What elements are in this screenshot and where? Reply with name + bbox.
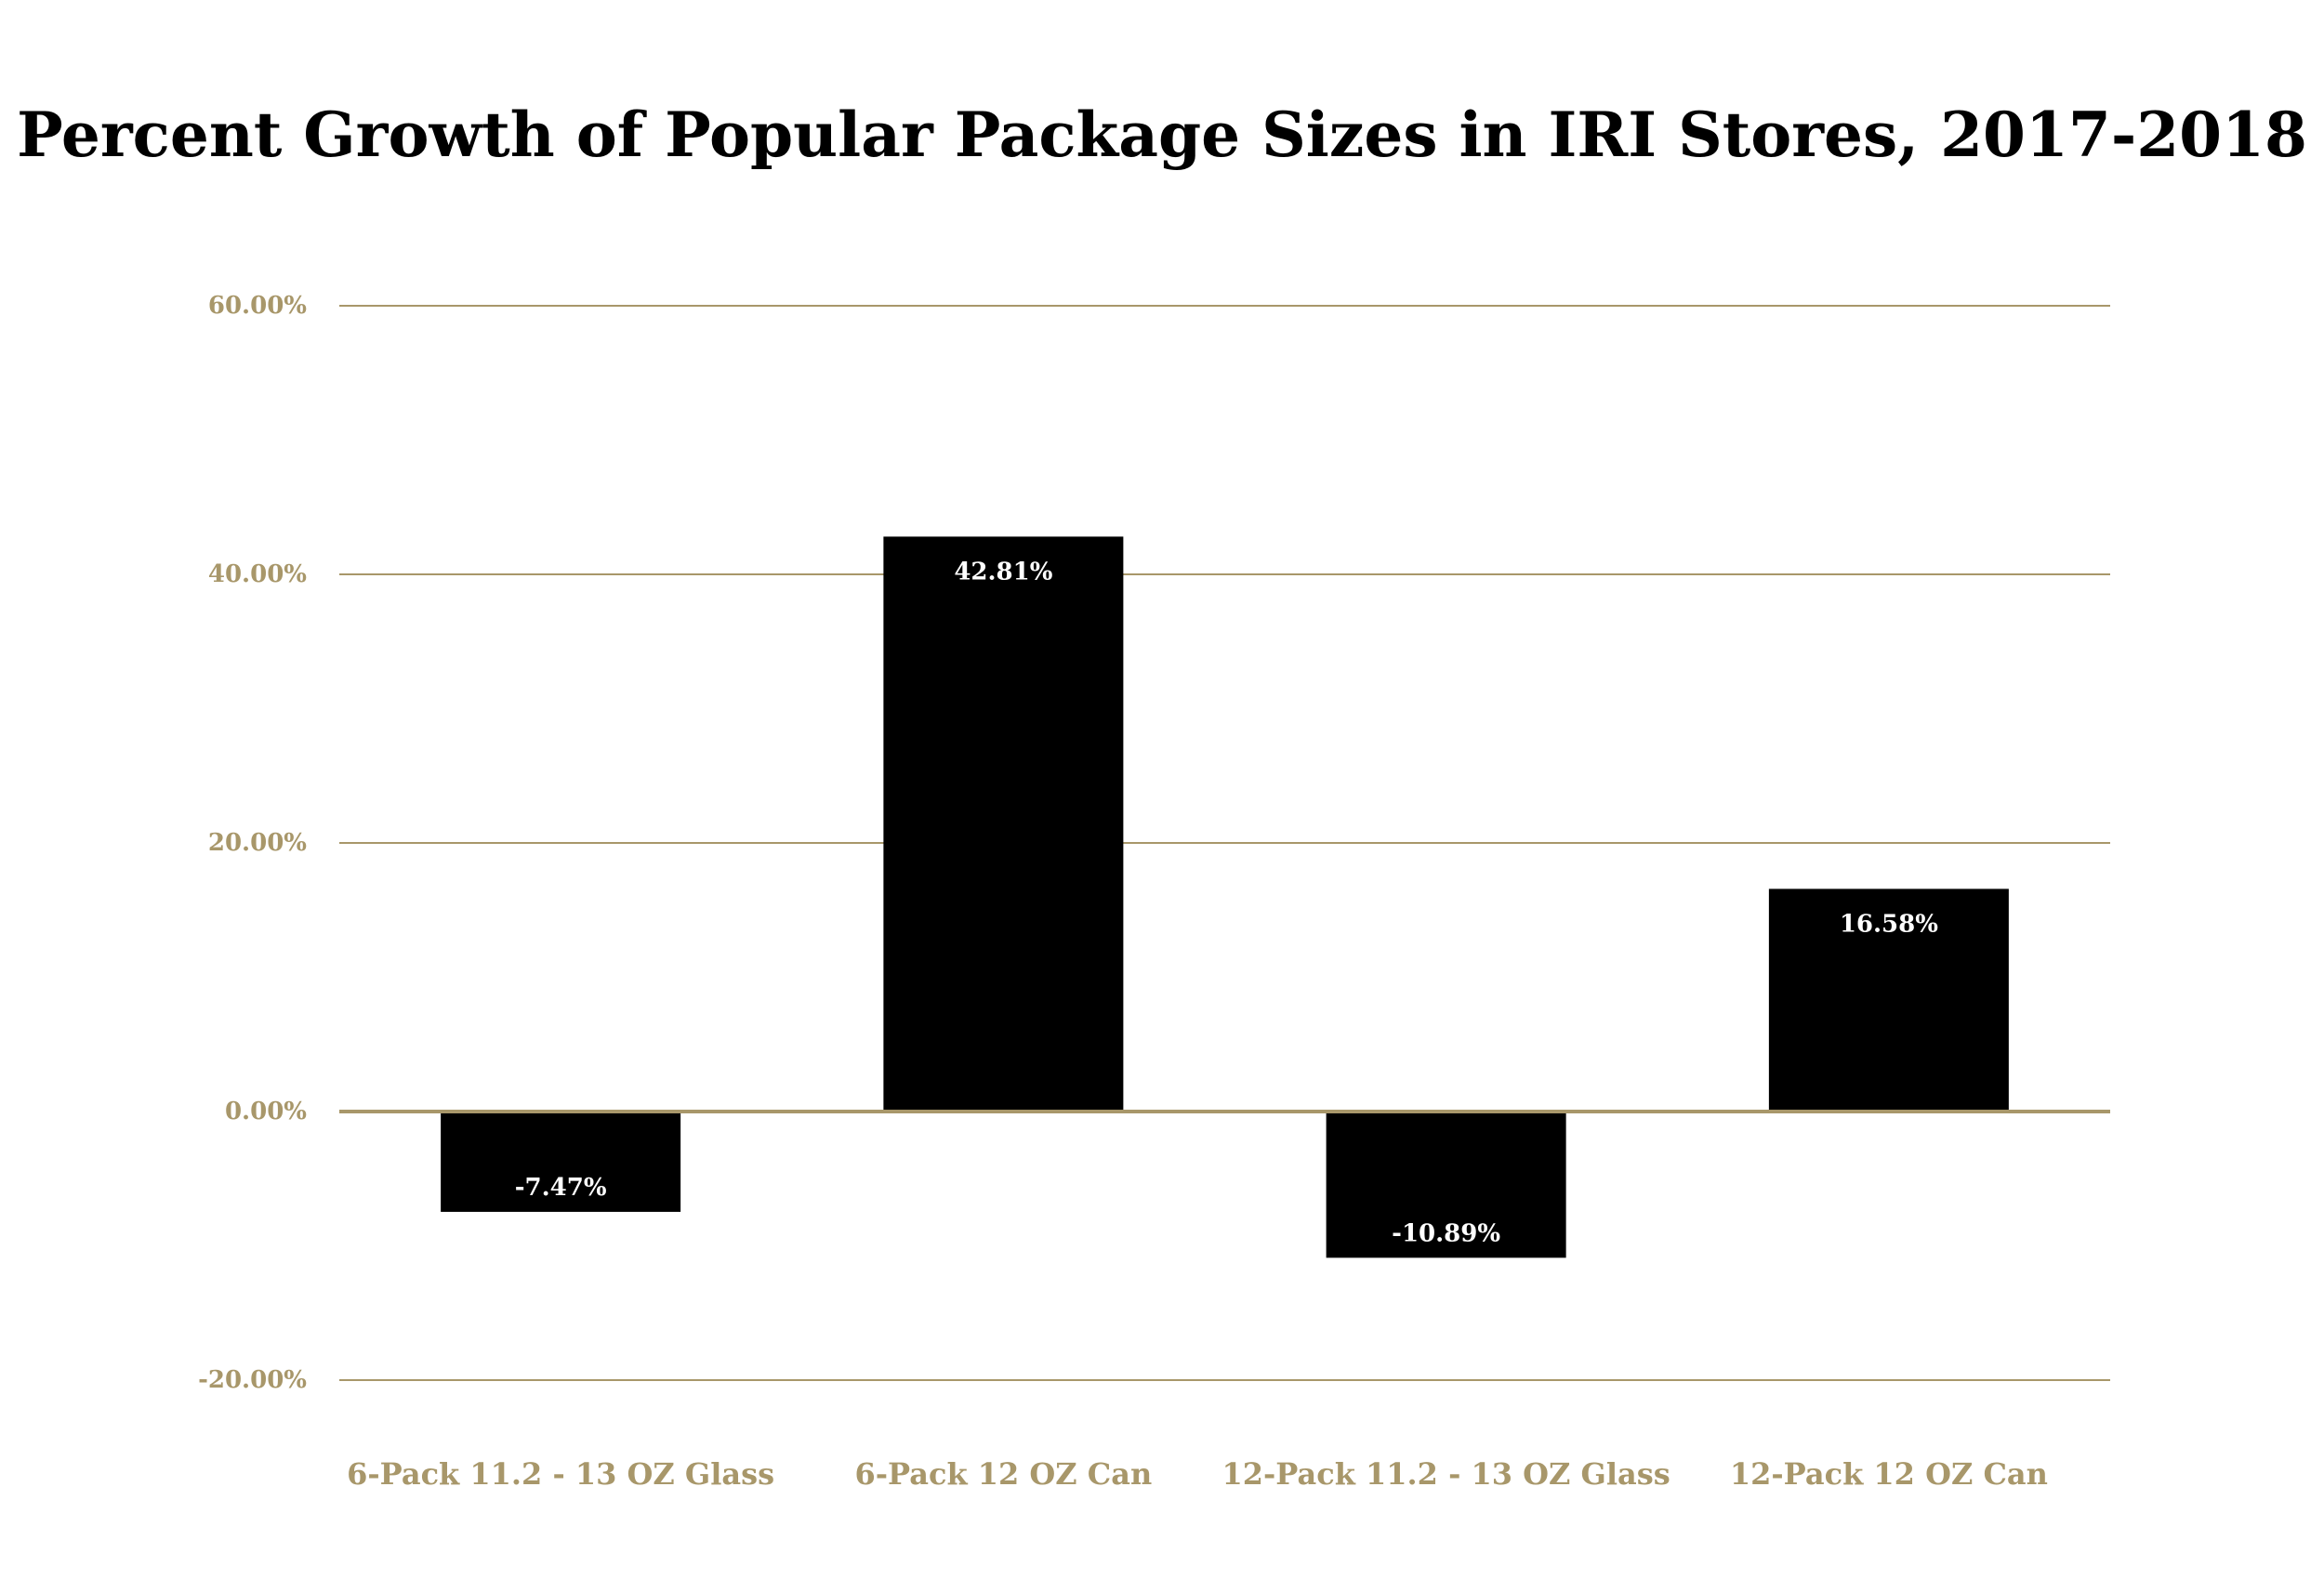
bar (883, 536, 1124, 1112)
y-tick-label: 40.00% (208, 560, 307, 588)
y-tick-label: 20.00% (208, 829, 307, 857)
bar (1326, 1112, 1566, 1258)
y-tick-label: 0.00% (225, 1098, 307, 1125)
bars (441, 536, 2009, 1258)
x-category-label: 6-Pack 11.2 - 13 OZ Glass (347, 1456, 774, 1492)
x-category-label: 12-Pack 11.2 - 13 OZ Glass (1221, 1456, 1670, 1492)
y-tick-label: -20.00% (198, 1366, 307, 1394)
data-label: -10.89% (1392, 1219, 1500, 1247)
bar (1768, 888, 2009, 1112)
data-label: 16.58% (1840, 910, 1938, 938)
x-category-label: 12-Pack 12 OZ Can (1730, 1456, 2048, 1492)
data-label: 42.81% (954, 558, 1052, 586)
bar (441, 1112, 681, 1212)
x-category-label: 6-Pack 12 OZ Can (854, 1456, 1152, 1492)
gridlines (339, 305, 2110, 1381)
y-axis-tick-labels: 60.00% 40.00% 20.00% 0.00% -20.00% (198, 292, 307, 1394)
data-labels: -7.47% 42.81% -10.89% 16.58% (515, 558, 1939, 1247)
y-tick-label: 60.00% (208, 292, 307, 320)
data-label: -7.47% (515, 1174, 607, 1202)
chart-title: Percent Growth of Popular Package Sizes … (17, 99, 2307, 171)
x-axis-category-labels: 6-Pack 11.2 - 13 OZ Glass 6-Pack 12 OZ Ca… (347, 1456, 2048, 1492)
